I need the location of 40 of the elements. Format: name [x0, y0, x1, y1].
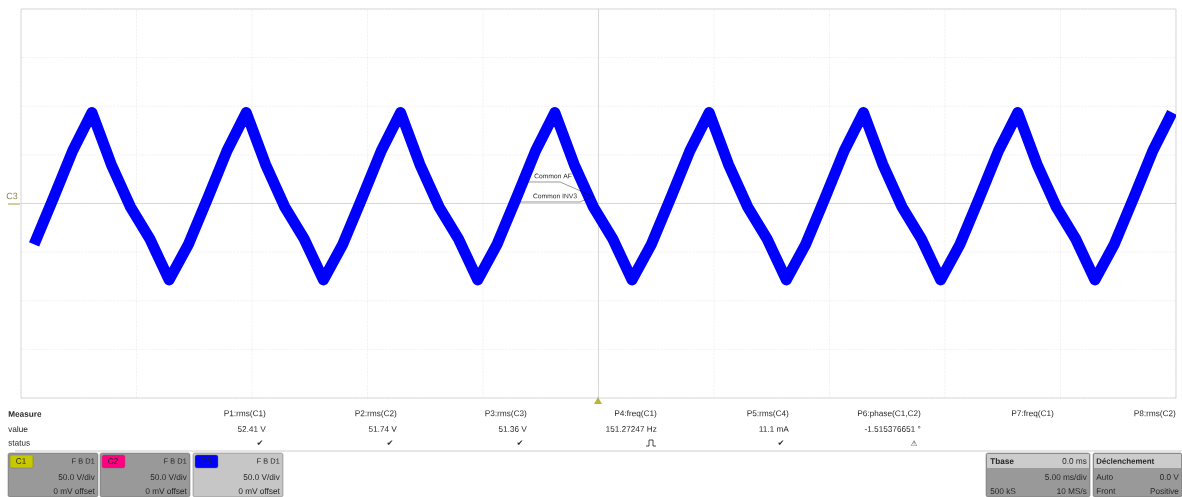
text: P3:rms(C3)	[485, 410, 527, 418]
text: ✔	[257, 440, 263, 445]
text: 0.0 V	[1159, 474, 1179, 480]
text: P8:rms(C2)	[1134, 410, 1176, 418]
text: 50.0 V/div	[150, 473, 187, 481]
text: Measure	[8, 411, 42, 417]
text: 51.36 V	[498, 426, 527, 432]
text: Tbase	[990, 457, 1014, 465]
text: P6:phase(C1,C2)	[857, 410, 921, 418]
text: C3	[201, 458, 211, 464]
text: -1.515376651 °	[864, 426, 921, 432]
text: ✔	[778, 440, 784, 445]
text: Positive	[1150, 487, 1179, 495]
text: C1	[16, 458, 26, 464]
text: 5.00 ms/div	[1045, 473, 1087, 481]
text: 50.0 V/div	[58, 473, 95, 481]
text: 0 mV offset	[145, 487, 187, 495]
text: 51.74 V	[368, 426, 397, 432]
text: 52.41 V	[237, 426, 266, 432]
text: C2	[108, 458, 118, 464]
text: P7:freq(C1)	[1012, 410, 1054, 418]
text: P1:rms(C1)	[224, 410, 266, 418]
text: P5:rms(C4)	[747, 410, 789, 418]
text: 151.27247 Hz	[606, 426, 657, 432]
text: 50.0 V/div	[243, 473, 280, 481]
text: 10 MS/s	[1057, 487, 1087, 495]
text: 500 kS	[990, 487, 1016, 495]
text: 0.0 ms	[1062, 458, 1087, 464]
text: 0 mV offset	[238, 487, 280, 495]
text: Auto	[1096, 474, 1113, 480]
text: status	[8, 440, 30, 446]
text: P4:freq(C1)	[615, 410, 657, 418]
text: C3	[6, 192, 18, 200]
text: ✔	[387, 440, 393, 445]
text: ✔	[517, 440, 523, 445]
text: 0 mV offset	[53, 487, 95, 495]
text: P2:rms(C2)	[355, 410, 397, 418]
text: Front	[1096, 488, 1116, 494]
text: value	[8, 425, 28, 433]
text: 11.1 mA	[759, 426, 789, 432]
